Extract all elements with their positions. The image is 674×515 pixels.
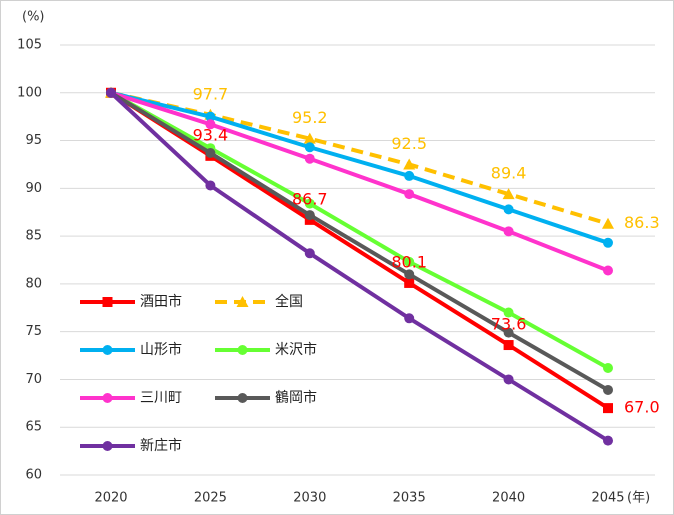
y-tick-label: 95 — [25, 133, 42, 148]
legend-marker — [102, 393, 113, 403]
marker — [503, 340, 514, 351]
legend-label: 新庄市 — [140, 437, 182, 454]
marker — [603, 265, 613, 276]
legend-entry: 新庄市 — [80, 437, 182, 454]
marker — [404, 256, 415, 267]
value-label: 80.1 — [391, 252, 427, 271]
series-line — [109, 91, 610, 443]
y-tick-label: 85 — [25, 229, 42, 244]
legend-marker — [236, 296, 249, 307]
marker — [602, 217, 614, 229]
marker — [503, 307, 514, 318]
marker — [404, 170, 415, 181]
marker — [503, 204, 514, 215]
marker — [205, 180, 216, 191]
marker — [503, 327, 514, 338]
marker — [304, 142, 315, 153]
y-unit-label: (%) — [22, 10, 45, 25]
series — [106, 87, 613, 395]
legend-label: 酒田市 — [140, 293, 182, 310]
y-tick-label: 75 — [25, 324, 42, 339]
marker — [502, 188, 515, 200]
marker — [603, 384, 613, 395]
series-line — [110, 90, 609, 273]
legend-entry: 酒田市 — [80, 293, 182, 310]
legend-entry: 山形市 — [80, 341, 182, 358]
marker — [603, 237, 613, 248]
x-tick-label: 2040 — [492, 491, 525, 506]
marker — [404, 277, 415, 288]
legend-marker — [102, 297, 113, 307]
series — [106, 87, 613, 446]
value-label: 92.5 — [391, 134, 427, 153]
marker — [603, 403, 613, 414]
marker — [303, 132, 316, 144]
legend-label: 鶴岡市 — [275, 389, 317, 406]
marker — [603, 362, 613, 373]
marker — [404, 313, 415, 324]
value-label: 86.3 — [624, 213, 660, 232]
legend-label: 米沢市 — [275, 341, 317, 358]
marker — [205, 147, 216, 158]
marker — [403, 158, 416, 170]
marker — [106, 87, 116, 98]
value-label: 73.6 — [491, 315, 527, 334]
marker — [304, 198, 315, 209]
marker — [503, 374, 514, 385]
value-label: 89.4 — [491, 164, 527, 183]
legend-marker — [102, 345, 113, 355]
y-tick-label: 100 — [17, 85, 42, 100]
legend-marker — [237, 393, 248, 403]
legend-entry: 三川町 — [80, 390, 182, 406]
legend-entry: 米沢市 — [215, 341, 317, 358]
series-line — [109, 91, 609, 392]
series-line — [109, 91, 610, 410]
x-tick-label: 2045 — [591, 491, 624, 506]
value-label: 93.4 — [193, 125, 229, 144]
legend-label: 全国 — [275, 293, 303, 310]
marker — [603, 435, 613, 446]
x-tick-label: 2020 — [94, 491, 127, 506]
marker — [304, 210, 315, 221]
series-line — [110, 91, 609, 370]
marker — [304, 153, 315, 164]
marker — [205, 119, 216, 130]
marker — [304, 248, 315, 259]
marker — [205, 111, 216, 122]
legend-entry: 鶴岡市 — [215, 389, 317, 406]
marker — [404, 189, 415, 200]
y-tick-label: 65 — [25, 420, 42, 435]
y-tick-label: 105 — [17, 38, 42, 53]
legend-label: 三川町 — [140, 390, 182, 406]
x-tick-label: 2030 — [293, 491, 326, 506]
marker — [503, 226, 514, 237]
x-tick-label: 2025 — [194, 491, 227, 506]
legend-marker — [237, 345, 248, 355]
y-tick-label: 60 — [25, 468, 42, 483]
value-label: 95.2 — [292, 108, 328, 127]
value-label: 67.0 — [624, 398, 660, 417]
legend-label: 山形市 — [140, 341, 182, 358]
value-label: 97.7 — [193, 84, 229, 103]
y-tick-label: 80 — [25, 276, 42, 291]
y-tick-label: 90 — [25, 181, 42, 196]
legend-entry: 全国 — [215, 293, 303, 310]
marker — [404, 269, 415, 280]
series-line — [110, 90, 609, 245]
legend-marker — [102, 441, 113, 451]
x-tick-label: 2035 — [393, 491, 426, 506]
value-label: 86.7 — [292, 189, 328, 208]
y-tick-label: 70 — [25, 372, 42, 387]
x-unit-label: (年) — [627, 491, 650, 506]
